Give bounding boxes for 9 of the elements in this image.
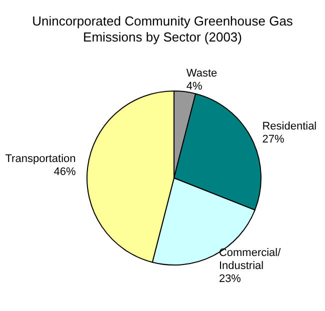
data-label: 23%	[218, 273, 242, 286]
slice-label: Transportation	[5, 153, 76, 166]
slice-label: Commercial/ Industrial	[218, 247, 282, 272]
chart-title: Unincorporated Community Greenhouse Gas Emissions by Sector (2003)	[32, 14, 294, 44]
data-label: 27%	[262, 134, 284, 146]
data-label: 46%	[54, 166, 76, 178]
slice-label: Waste	[186, 67, 218, 80]
data-label: 4%	[186, 80, 203, 92]
slice-label: Residential	[262, 120, 317, 133]
